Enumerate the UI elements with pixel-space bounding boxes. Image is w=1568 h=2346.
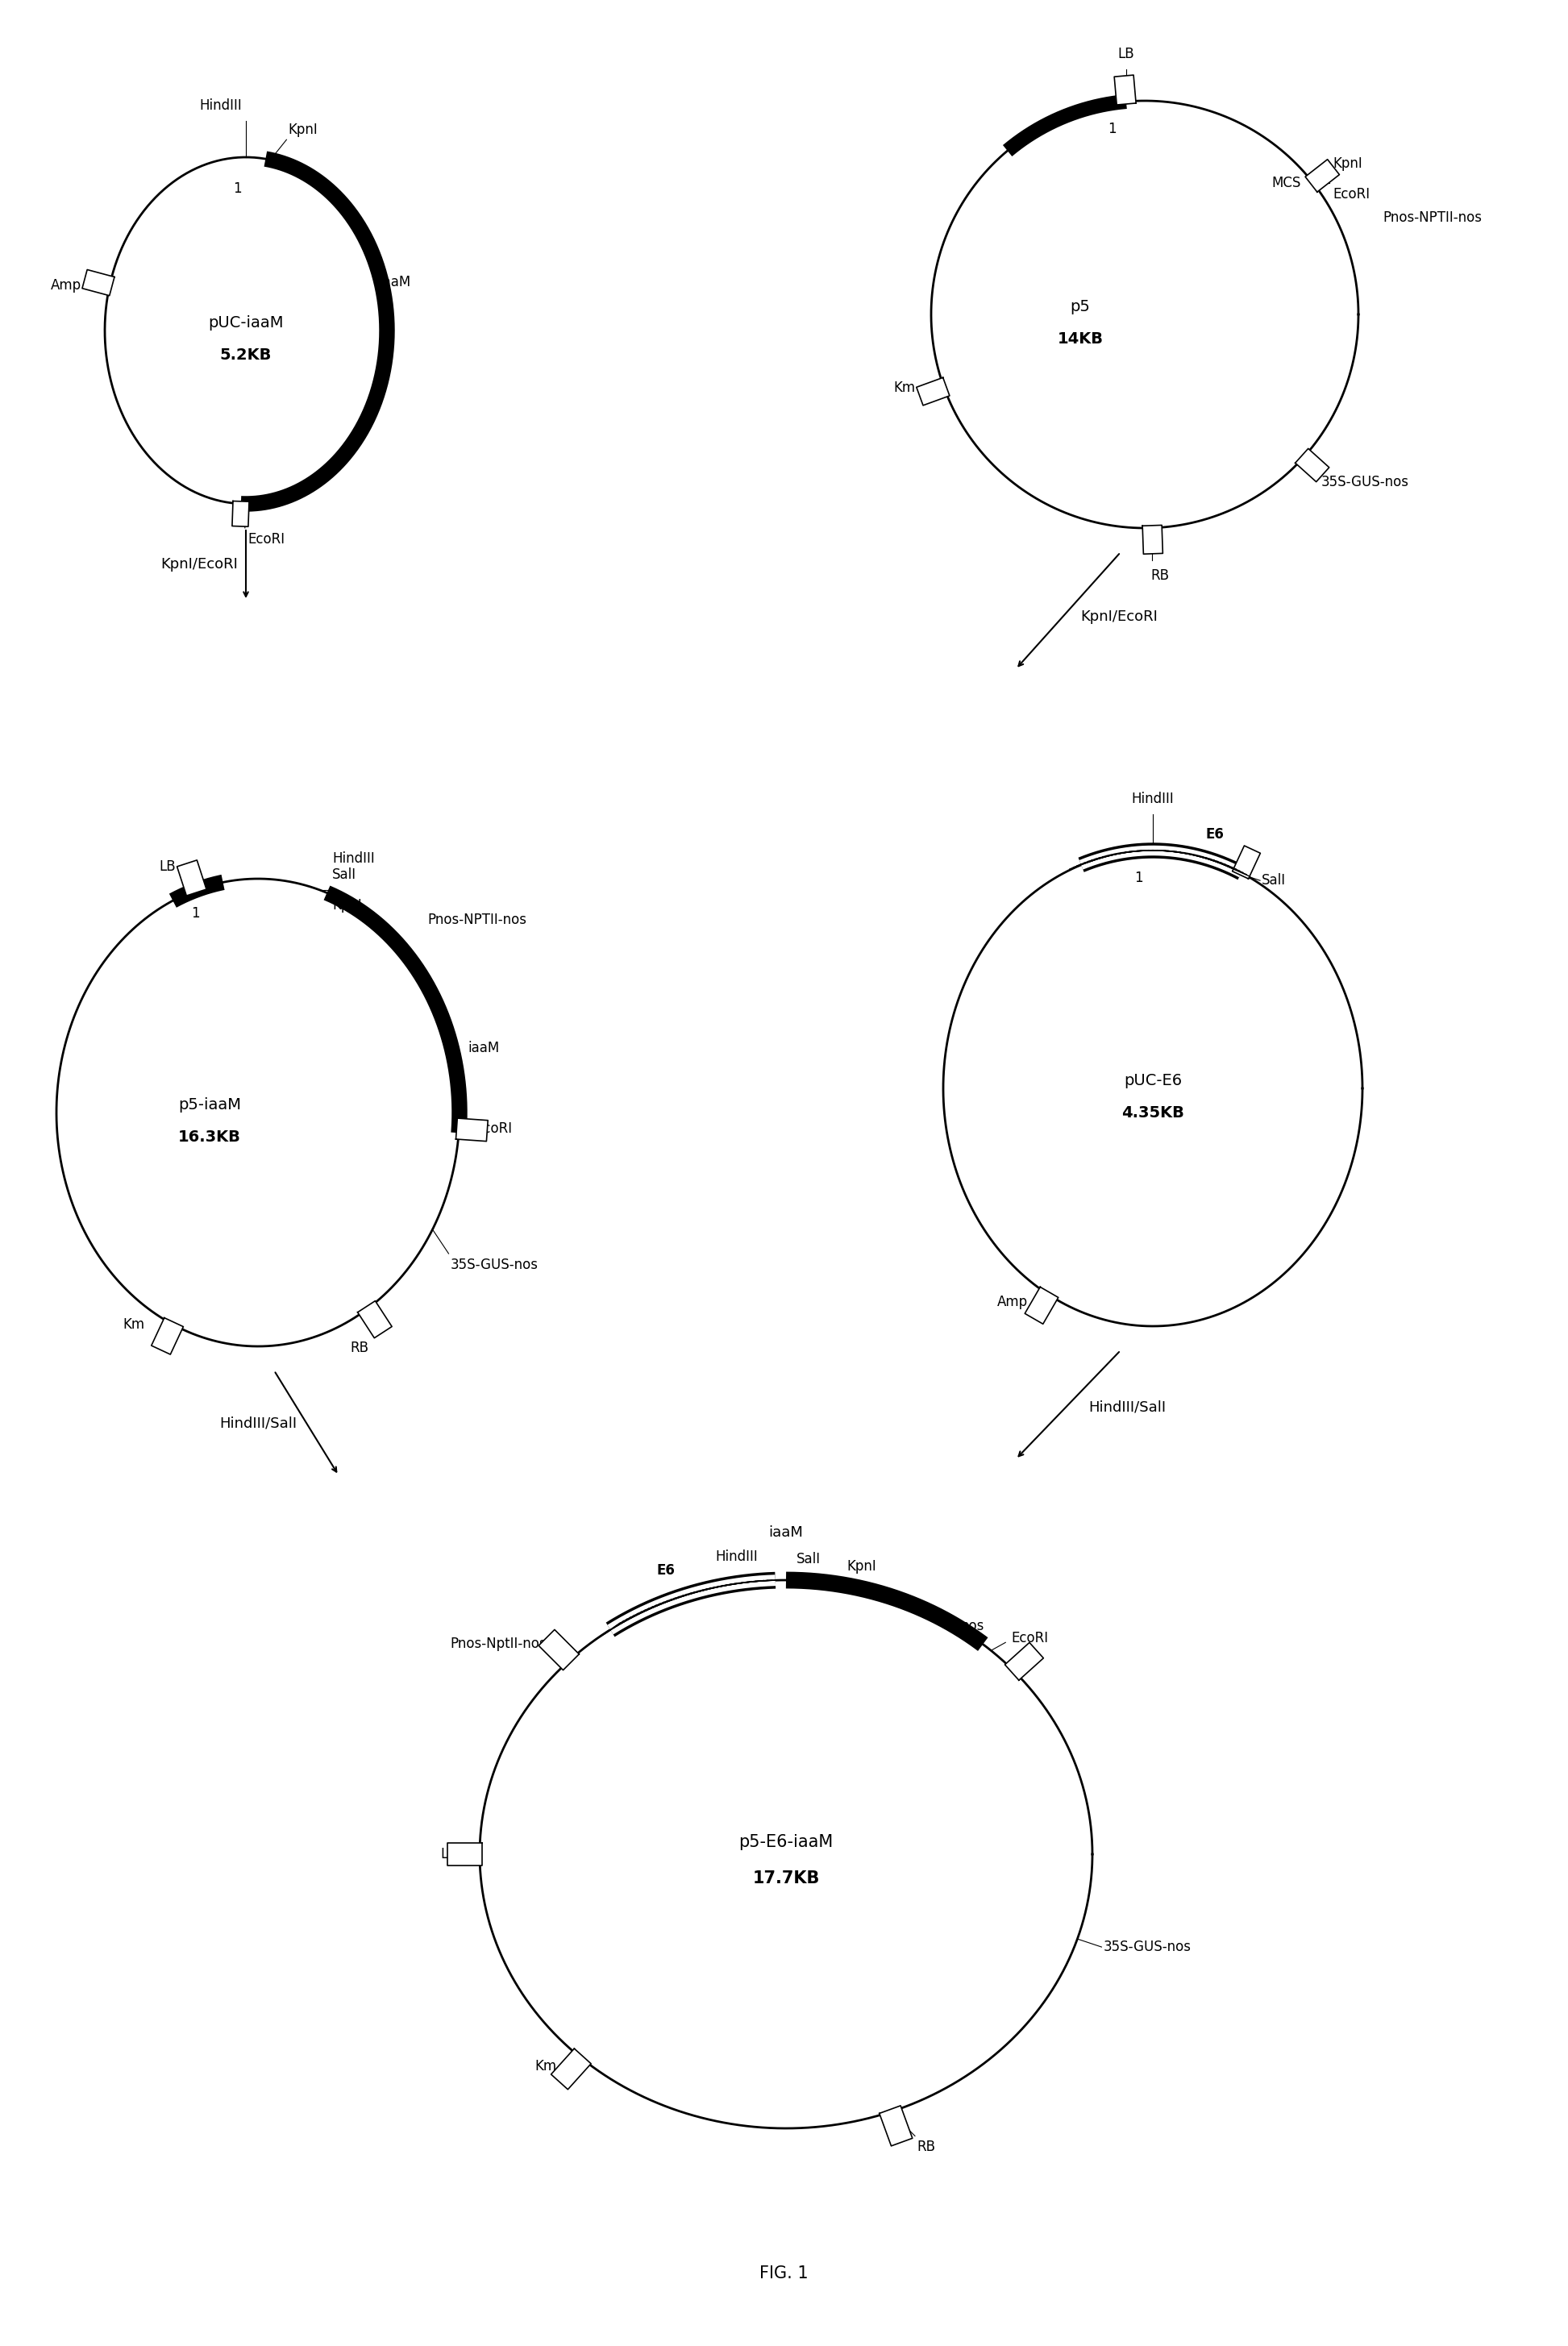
Text: Pnos-NptII-nos: Pnos-NptII-nos xyxy=(450,1635,547,1652)
Text: E6: E6 xyxy=(657,1562,676,1577)
Text: HindIII: HindIII xyxy=(1132,791,1174,807)
Polygon shape xyxy=(232,502,249,526)
Text: 14KB: 14KB xyxy=(1057,331,1104,347)
Text: Amp: Amp xyxy=(50,279,82,293)
Polygon shape xyxy=(1305,160,1339,192)
Polygon shape xyxy=(1295,448,1330,481)
Text: Km: Km xyxy=(894,380,916,394)
Text: RB: RB xyxy=(1151,568,1170,582)
Text: LB: LB xyxy=(158,859,176,875)
Text: Amp: Amp xyxy=(997,1295,1029,1309)
Text: Pnos-NPTII-nos: Pnos-NPTII-nos xyxy=(1383,211,1482,225)
Text: KpnI: KpnI xyxy=(289,122,318,138)
Text: 16.3KB: 16.3KB xyxy=(179,1128,241,1145)
Polygon shape xyxy=(1005,1642,1043,1680)
Text: 35S-GUS-nos: 35S-GUS-nos xyxy=(1322,476,1410,490)
Text: LB: LB xyxy=(441,1846,458,1860)
Polygon shape xyxy=(1115,75,1135,106)
Polygon shape xyxy=(539,1630,579,1670)
Polygon shape xyxy=(82,270,114,296)
Polygon shape xyxy=(1143,526,1163,554)
Text: p5: p5 xyxy=(1071,298,1090,314)
Text: KpnI/EcoRI: KpnI/EcoRI xyxy=(1080,610,1157,624)
Text: p5-iaaM: p5-iaaM xyxy=(179,1098,241,1112)
Text: iaaM: iaaM xyxy=(768,1525,803,1539)
Text: LB: LB xyxy=(1118,47,1135,61)
Text: 35S-GUS-nos: 35S-GUS-nos xyxy=(450,1257,538,1272)
Text: HindIII: HindIII xyxy=(715,1551,757,1565)
Polygon shape xyxy=(456,1119,488,1140)
Text: Km: Km xyxy=(122,1316,144,1333)
Text: 4.35KB: 4.35KB xyxy=(1121,1105,1184,1119)
Polygon shape xyxy=(916,378,950,406)
Text: KpnI: KpnI xyxy=(847,1558,877,1574)
Text: MCS: MCS xyxy=(1272,176,1301,190)
Text: HindIII/SalI: HindIII/SalI xyxy=(220,1415,296,1431)
Text: EcoRI: EcoRI xyxy=(475,1121,513,1135)
Polygon shape xyxy=(550,2048,591,2090)
Text: E6: E6 xyxy=(1206,828,1223,842)
Text: pUC-E6: pUC-E6 xyxy=(1124,1072,1182,1089)
Polygon shape xyxy=(358,1302,392,1337)
Text: EcoRI: EcoRI xyxy=(248,533,285,547)
Polygon shape xyxy=(447,1844,481,1865)
Polygon shape xyxy=(880,2107,913,2147)
Text: KpnI: KpnI xyxy=(1333,157,1363,171)
Text: RB: RB xyxy=(917,2140,935,2154)
Text: SalI: SalI xyxy=(332,868,356,882)
Text: iaaM: iaaM xyxy=(467,1042,499,1056)
Text: 1: 1 xyxy=(1135,870,1143,884)
Text: 5.2KB: 5.2KB xyxy=(220,347,271,361)
Text: nos: nos xyxy=(961,1619,985,1633)
Text: KpnI: KpnI xyxy=(332,899,362,913)
Text: pUC-iaaM: pUC-iaaM xyxy=(209,314,284,331)
Text: iaaM: iaaM xyxy=(379,274,411,289)
Polygon shape xyxy=(152,1318,183,1354)
Text: HindIII/SalI: HindIII/SalI xyxy=(1088,1401,1167,1415)
Text: HindIII: HindIII xyxy=(332,852,375,866)
Text: EcoRI: EcoRI xyxy=(1333,188,1370,202)
Polygon shape xyxy=(1025,1288,1058,1323)
Text: 17.7KB: 17.7KB xyxy=(753,1870,820,1886)
Text: p5-E6-iaaM: p5-E6-iaaM xyxy=(739,1835,833,1851)
Text: 1: 1 xyxy=(234,181,241,197)
Text: 1: 1 xyxy=(191,906,199,922)
Text: EcoRI: EcoRI xyxy=(1011,1630,1049,1645)
Text: SalI: SalI xyxy=(797,1553,820,1567)
Text: Pnos-NPTII-nos: Pnos-NPTII-nos xyxy=(426,913,527,927)
Text: 35S-GUS-nos: 35S-GUS-nos xyxy=(1104,1940,1192,1954)
Text: Km: Km xyxy=(535,2060,557,2074)
Text: FIG. 1: FIG. 1 xyxy=(759,2266,808,2283)
Text: HindIII: HindIII xyxy=(199,99,241,113)
Text: SalI: SalI xyxy=(1262,873,1286,887)
Polygon shape xyxy=(177,861,207,896)
Text: 1: 1 xyxy=(1109,122,1116,136)
Text: RB: RB xyxy=(350,1342,368,1356)
Text: KpnI/EcoRI: KpnI/EcoRI xyxy=(160,556,238,572)
Polygon shape xyxy=(1232,845,1261,880)
